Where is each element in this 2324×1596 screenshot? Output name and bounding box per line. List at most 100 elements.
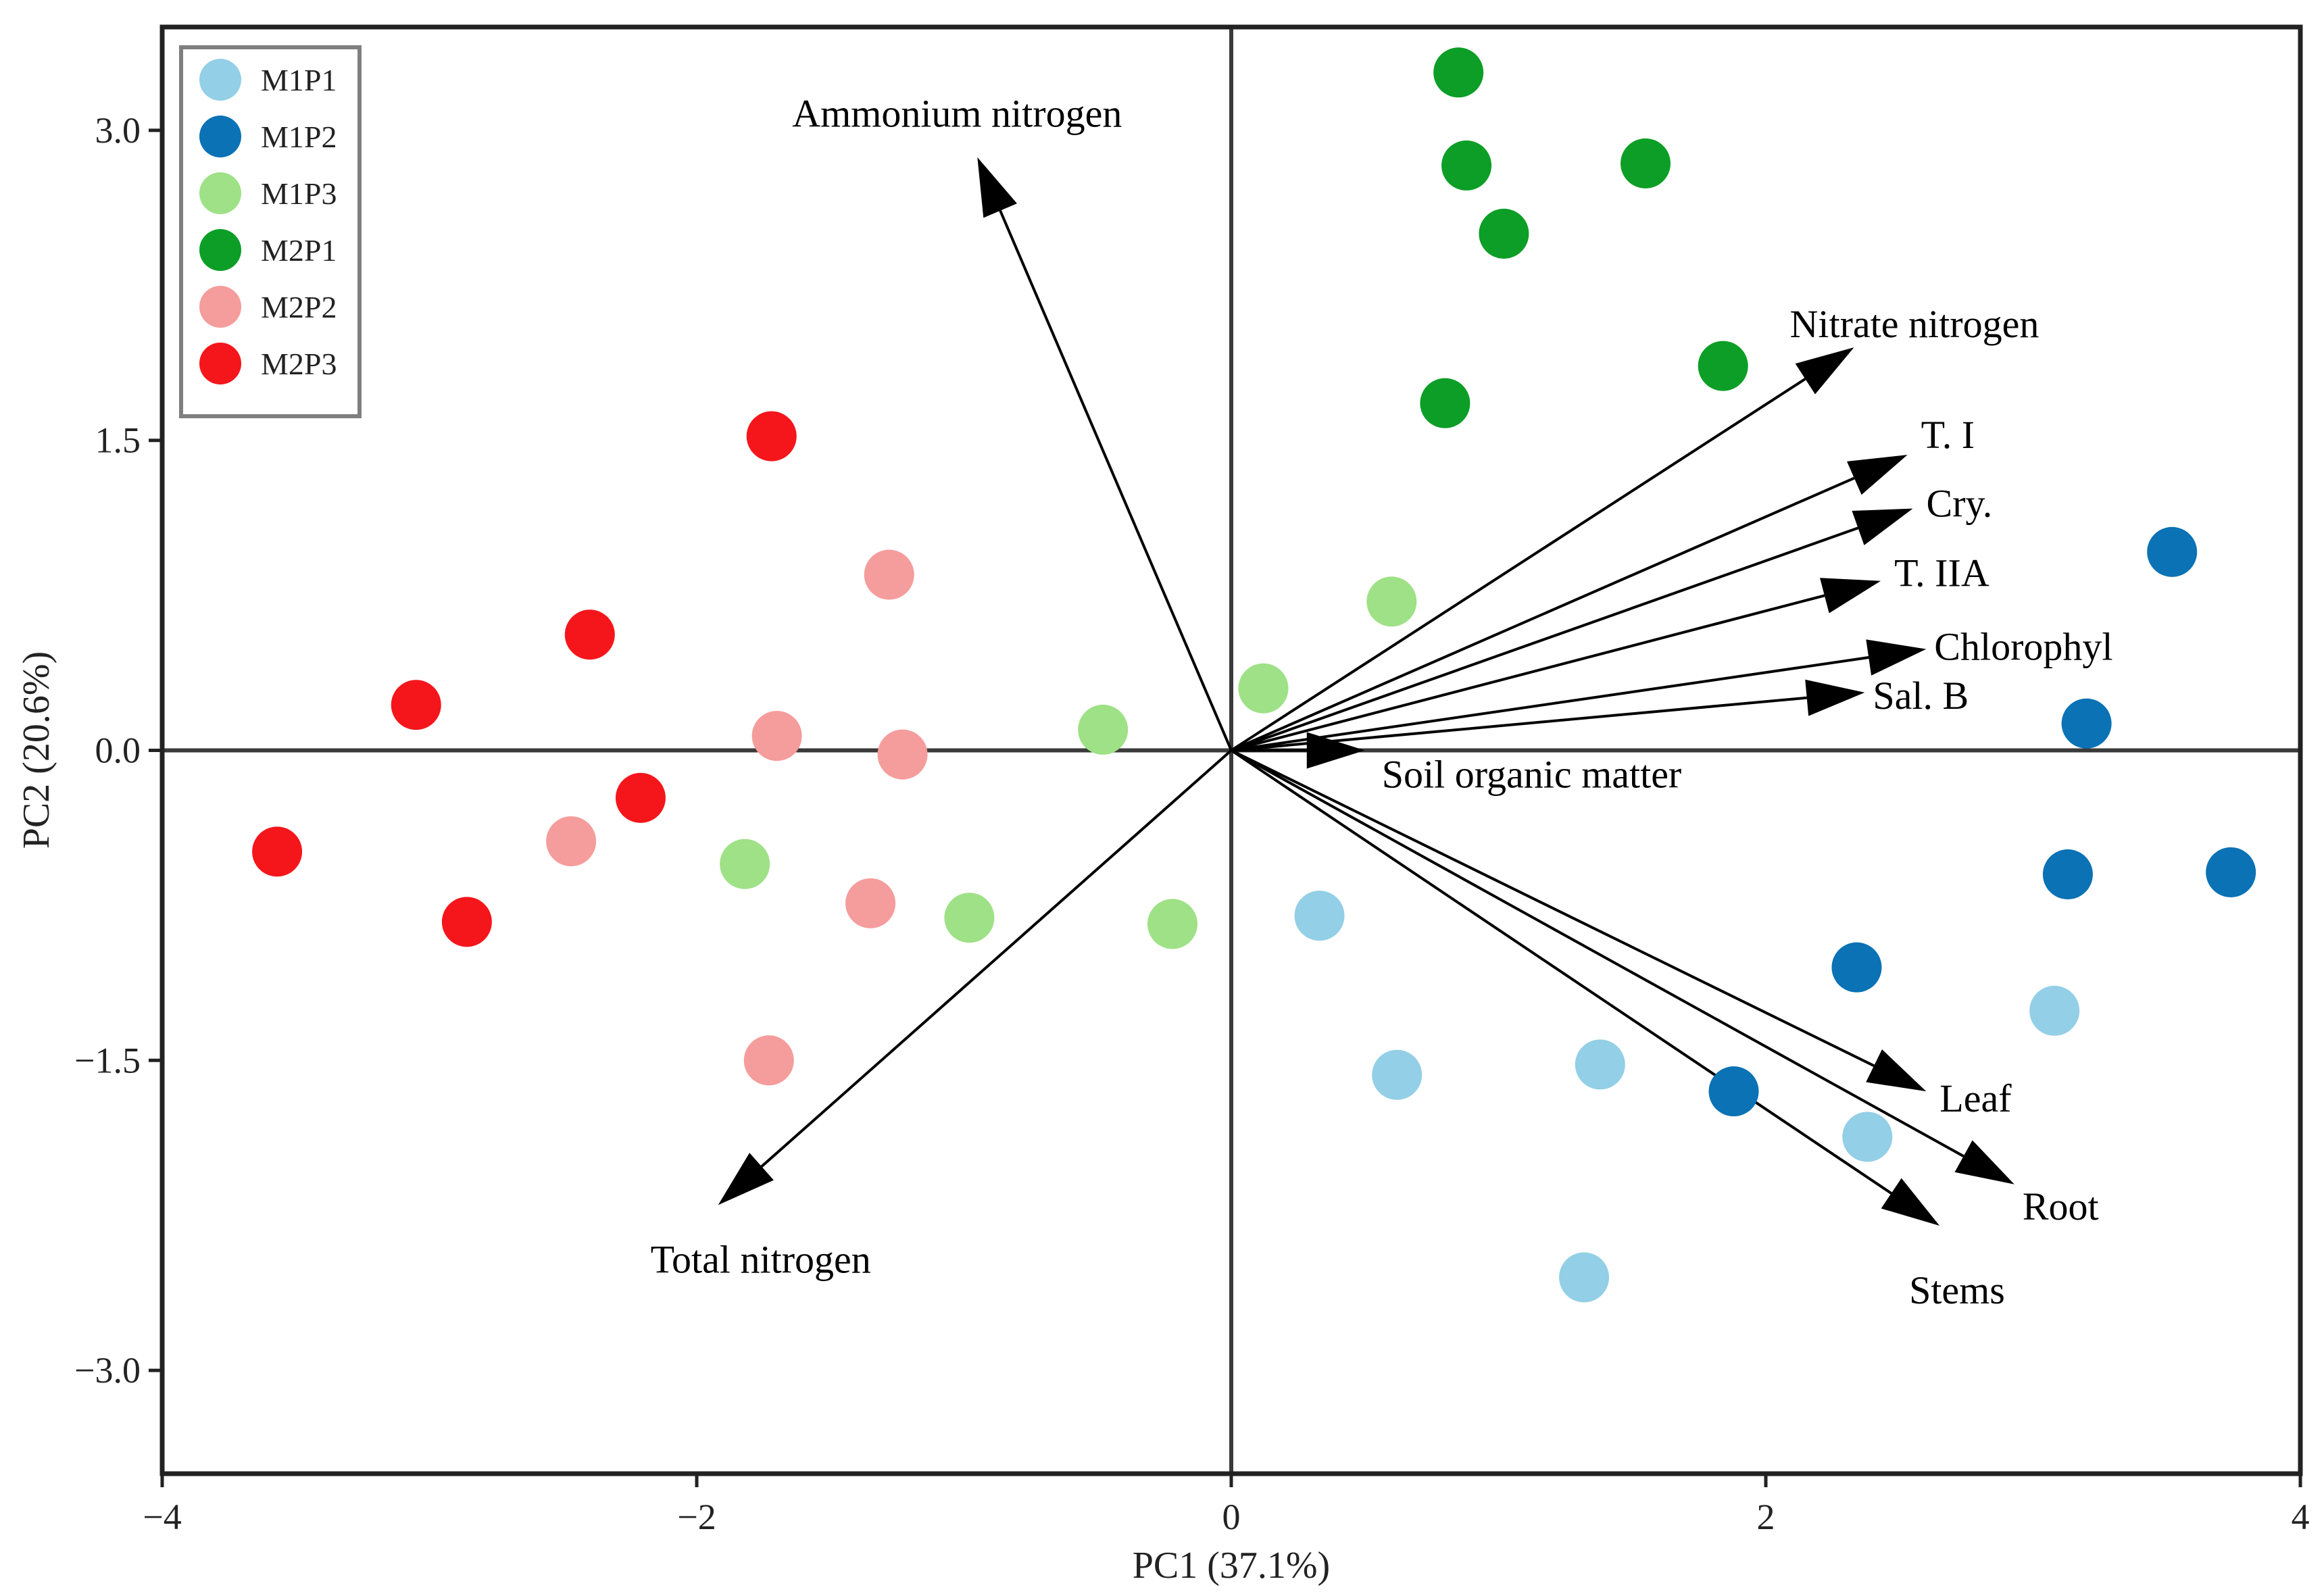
y-tick-label: −1.5 [74,1040,141,1080]
legend-label: M1P2 [261,120,337,154]
legend-marker [199,59,241,101]
loading-arrow-line [1230,749,1892,1195]
legend-label: M1P1 [261,63,337,97]
loading-arrow-line [999,209,1233,751]
loading-label: Soil organic matter [1382,753,1682,797]
loading-label: Cry. [1927,482,1993,526]
loading-arrow-head [1954,1140,2014,1184]
loading-arrow-head [1795,347,1854,395]
data-point-m1p2 [2206,847,2256,897]
data-point-m1p3 [1147,899,1197,949]
legend: M1P1 M1P2 M1P3 M2P1 M2P2 M2P3 [179,45,362,418]
loading-arrow-head [1881,1178,1940,1226]
y-tick-label: 0.0 [95,730,141,771]
loading-arrow-line [760,749,1233,1168]
data-point-m2p1 [1621,138,1671,189]
legend-marker [199,343,241,384]
loading-label: T. IIA [1894,551,1989,595]
data-point-m2p2 [845,878,896,928]
loading-label: Ammonium nitrogen [792,92,1122,136]
data-point-m2p1 [1420,378,1470,428]
legend-marker [199,172,241,214]
data-point-m1p3 [1238,663,1289,714]
loading-label: Nitrate nitrogen [1790,302,2039,346]
data-point-m2p2 [877,729,928,780]
legend-marker [199,229,241,271]
loading-arrow-head [1852,508,1913,545]
loading-arrow-line [1231,749,1964,1157]
x-tick-label: 0 [1222,1497,1241,1537]
loading-arrow-line [1231,476,1855,752]
data-point-m2p2 [751,711,802,762]
data-point-m1p1 [2029,985,2080,1036]
legend-marker [199,286,241,328]
loading-arrow-line [1231,526,1859,752]
data-point-m2p2 [743,1035,794,1086]
data-point-m2p1 [1441,140,1492,191]
loading-arrow-head [977,157,1017,218]
data-point-m1p2 [1708,1066,1759,1117]
x-tick-label: −2 [677,1497,716,1537]
loading-arrow-head [1866,639,1927,676]
data-point-m2p1 [1479,208,1529,259]
y-tick-label: 1.5 [95,420,141,461]
loading-label: Root [2023,1184,2099,1228]
x-axis-ticks: −4 −2 0 2 4 [143,1474,2310,1537]
loading-arrow-head [1847,455,1908,495]
data-point-m1p2 [1831,942,1882,993]
legend-label: M2P1 [261,233,337,268]
loading-label: Stems [1909,1268,2005,1312]
points-layer [252,47,2256,1303]
data-point-m1p1 [1294,891,1345,941]
y-tick-label: −3.0 [74,1350,141,1391]
data-point-m1p1 [1559,1252,1610,1303]
data-point-m1p2 [2061,698,2112,749]
loading-arrow-head [718,1153,774,1205]
data-point-m2p3 [746,411,797,462]
loading-arrow-head [1866,1049,1927,1092]
loading-arrow-head [1306,732,1365,769]
loading-arrows [718,157,2014,1226]
loading-labels: Ammonium nitrogen Nitrate nitrogen T. I Cry… [651,92,2113,1312]
legend-label: M2P3 [261,347,337,381]
data-point-m2p2 [864,549,914,600]
data-point-m2p3 [441,897,492,947]
y-tick-label: 3.0 [95,110,141,151]
data-point-m1p1 [1575,1039,1625,1090]
data-point-m1p2 [2042,849,2093,900]
loading-arrow-line [1230,378,1806,752]
loading-label: Chlorophyl [1934,625,2112,669]
data-point-m1p2 [2147,526,2198,577]
x-axis-title: PC1 (37.1%) [1133,1545,1330,1587]
loading-label: Leaf [1939,1076,2012,1120]
y-axis-title: PC2 (20.6%) [16,651,57,849]
data-point-m1p3 [1078,704,1129,755]
data-point-m1p3 [944,893,995,943]
data-point-m2p3 [252,826,303,877]
data-point-m1p1 [1372,1049,1423,1100]
loading-arrow-line [1231,749,1875,1068]
loading-arrow-line [1231,656,1869,752]
data-point-m2p3 [615,772,666,823]
data-point-m1p1 [1842,1112,1893,1162]
data-point-m2p3 [564,609,615,660]
data-point-m1p3 [1366,576,1417,627]
data-point-m1p3 [720,839,770,889]
data-point-m2p3 [391,680,441,730]
legend-label: M1P3 [261,176,337,211]
loading-label: Sal. B [1873,674,1969,718]
data-point-m2p1 [1698,341,1748,391]
loading-label: T. I [1921,413,1975,457]
loading-arrow-line [1231,594,1825,752]
y-axis-ticks: 3.0 1.5 0.0 −1.5 −3.0 [74,110,162,1391]
legend-marker [199,116,241,157]
data-point-m2p1 [1433,47,1484,98]
x-tick-label: 2 [1757,1497,1775,1537]
data-point-m2p2 [546,816,597,867]
loading-label: Total nitrogen [651,1237,871,1281]
x-tick-label: −4 [143,1497,181,1537]
legend-label: M2P2 [261,290,337,324]
